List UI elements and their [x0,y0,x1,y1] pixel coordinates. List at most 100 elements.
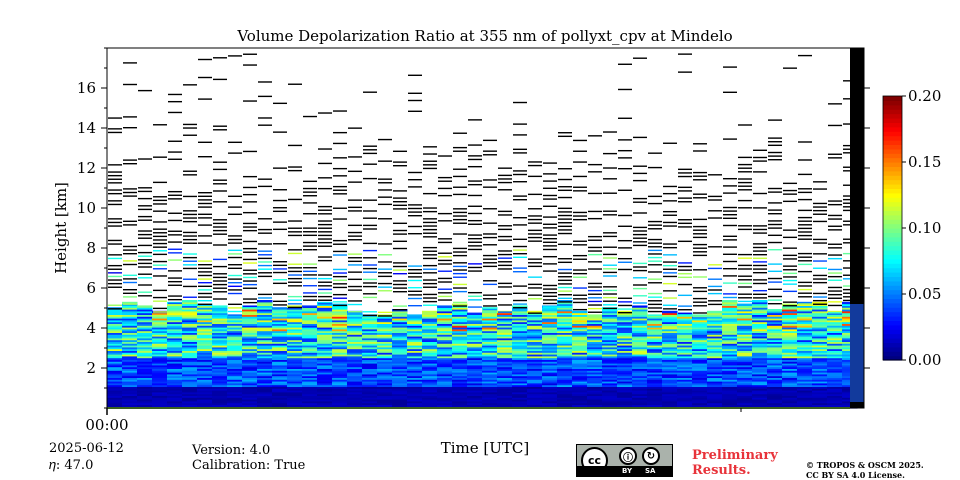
depol-cell [287,388,303,391]
depol-cell [422,359,438,362]
depol-cell [677,345,693,348]
noise-cell [738,199,752,202]
noise-cell [363,314,377,317]
noise-cell [378,138,392,141]
depol-cell [722,319,738,323]
depol-cell [242,352,258,355]
depol-cell [602,350,618,353]
noise-cell [468,155,482,157]
depol-cell [212,388,228,391]
depol-cell [482,336,498,339]
depol-cell [182,332,198,335]
depol-cell [707,312,723,315]
depol-cell [257,332,273,335]
noise-cell [198,267,212,270]
depol-cell [647,339,663,342]
depol-cell [677,382,693,386]
depol-cell [107,348,123,351]
noise-cell [633,230,647,232]
depol-cell [347,372,363,375]
depol-cell [302,384,318,387]
depol-cell [602,361,618,364]
noise-cell [723,246,737,248]
depol-cell [197,395,213,398]
depol-cell [287,314,303,317]
depol-cell [242,334,258,337]
depol-cell [392,325,408,328]
noise-cell [603,246,617,248]
depol-cell [107,332,123,335]
noise-cell [453,287,467,289]
noise-cell [648,166,662,169]
depol-cell [812,330,828,333]
depol-cell [767,386,783,389]
noise-cell [198,296,212,298]
depol-cell [812,402,828,405]
depol-cell [497,381,513,384]
depol-cell [752,341,768,344]
depol-cell [602,339,618,342]
depol-cell [512,328,528,332]
depol-cell [332,370,348,373]
depol-cell [272,341,288,344]
depol-cell [512,402,528,405]
depol-cell [647,363,663,366]
depol-cell [182,309,198,312]
depol-cell [167,352,183,355]
noise-cell [243,276,257,279]
depol-cell [767,393,783,396]
depol-cell [167,391,183,395]
depol-cell [272,343,288,346]
noise-cell [198,213,212,216]
noise-cell [108,254,122,256]
noise-cell [108,203,122,206]
noise-cell [423,311,437,314]
depol-column [692,143,708,409]
depol-cell [842,348,858,351]
depol-cell [122,361,138,364]
depol-column [572,139,588,409]
depol-cell [617,323,633,326]
depol-cell [647,382,663,386]
noise-cell [153,268,167,270]
noise-cell [798,188,812,190]
noise-cell [783,265,797,267]
depol-cell [692,366,708,369]
depol-cell [737,321,753,324]
depol-cell [812,370,828,373]
depol-cell [827,348,843,351]
depol-cell [692,354,708,357]
depol-cell [182,397,198,400]
depol-cell [272,314,288,317]
noise-cell [108,257,122,260]
depol-cell [512,350,528,353]
depol-cell [167,312,183,315]
noise-cell [468,205,482,207]
depol-column [317,112,333,409]
depol-cell [722,305,738,308]
depol-cell [617,382,633,386]
noise-cell [603,289,617,292]
depol-cell [362,375,378,378]
noise-cell [198,282,212,284]
noise-cell [783,283,797,285]
depol-cell [692,330,708,333]
depol-cell [422,336,438,339]
depol-cell [197,384,213,387]
depol-cell [557,309,573,312]
depol-cell [722,303,738,306]
depol-cell [812,391,828,395]
depol-cell [677,334,693,337]
depol-cell [707,390,723,393]
depol-cell [722,341,738,344]
noise-cell [213,201,227,203]
depol-cell [392,323,408,326]
depol-cell [257,399,273,402]
depol-cell [197,325,213,328]
noise-cell [588,250,602,252]
depol-cell [347,397,363,400]
depol-cell [362,361,378,364]
noise-cell [228,285,242,288]
depol-cell [602,312,618,315]
depol-cell [167,364,183,368]
